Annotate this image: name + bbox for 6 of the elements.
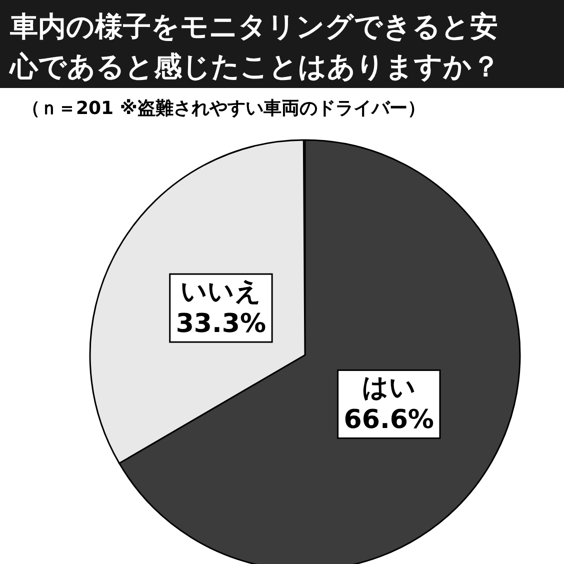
chart-title: 車内の様子をモニタリングできると安心であると感じたことはありますか？: [8, 10, 500, 83]
chart-subtitle: （ｎ＝201 ※盗難されやすい車両のドライバー）: [22, 98, 426, 119]
slice-label: はい: [362, 373, 416, 404]
data-label: 33.3%: [176, 309, 266, 340]
slice-label: いいえ: [180, 277, 262, 308]
data-label: 66.6%: [344, 405, 434, 436]
